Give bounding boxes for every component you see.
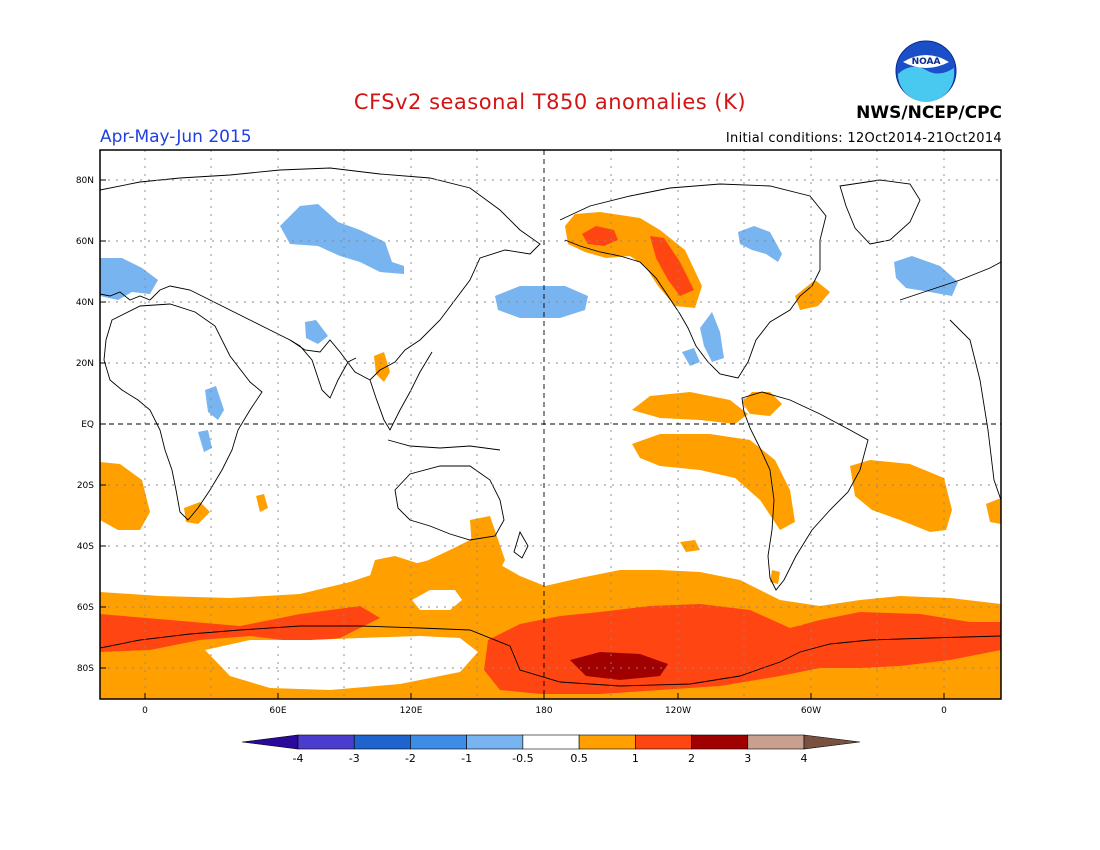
warm-anomaly-patagonia <box>792 604 812 626</box>
colorbar-label: 2 <box>688 752 695 765</box>
map-title: CFSv2 seasonal T850 anomalies (K) <box>353 90 747 114</box>
axis-ticks <box>100 179 945 699</box>
colorbar-label: 1 <box>632 752 639 765</box>
coast-india <box>289 339 357 399</box>
coast-australia <box>394 465 505 541</box>
colorbar-label: 4 <box>801 752 808 765</box>
lat-label: 60N <box>76 237 94 247</box>
lat-label: 80S <box>77 664 94 674</box>
cold-anomaly-hudson-bay <box>738 226 782 262</box>
warm-anomaly-south-atlantic-band <box>368 550 470 582</box>
colorbar-swatch <box>747 734 805 750</box>
colorbar-label: -1 <box>461 752 472 765</box>
warm-anomaly-indochina <box>374 352 390 382</box>
neutral-area-south-indian <box>412 590 462 610</box>
warm-anomaly-strong-core <box>570 652 668 680</box>
colorbar-swatch <box>635 734 692 750</box>
season-label: Apr-May-Jun 2015 <box>100 127 252 147</box>
coast-southeast-asia <box>369 351 433 431</box>
lon-label: 180 <box>535 706 552 716</box>
warm-anomaly-south-pacific-southpole <box>470 516 505 580</box>
cold-anomaly-southeast-africa <box>198 430 212 452</box>
warm-anomaly-south-africa <box>184 502 210 524</box>
noaa-logo: NOAA <box>895 40 957 102</box>
lat-label: 40S <box>77 542 94 552</box>
lat-lon-grid <box>100 150 1001 699</box>
coast-europe-asia <box>100 167 541 381</box>
colorbar-arrow-high <box>803 734 861 750</box>
warm-anomaly-south-america-tip <box>770 570 780 584</box>
lat-label: 80N <box>76 176 94 186</box>
coast-new-zealand <box>513 530 529 559</box>
coast-north-america <box>559 183 827 379</box>
colorbar-swatch <box>691 734 749 750</box>
colorbar-label: -4 <box>293 752 304 765</box>
coast-indonesia <box>387 439 501 451</box>
warm-anomaly-caribbean <box>742 392 782 416</box>
warm-anomaly-canada-core <box>650 236 694 296</box>
warm-anomaly-south-pacific-patch <box>680 540 700 552</box>
warm-anomaly-eastern-pacific <box>632 434 795 530</box>
lon-label: 0 <box>142 706 148 716</box>
latitude-labels: 80N 60N 40N 20N EQ 20S 40S 60S 80S <box>76 176 94 674</box>
coast-africa <box>103 303 263 521</box>
cold-anomaly-baja <box>682 348 700 366</box>
lon-label: 60E <box>269 706 286 716</box>
warm-anomaly-madagascar <box>256 494 268 512</box>
colorbar-swatch <box>410 734 467 750</box>
coastlines <box>100 167 1001 687</box>
logo-text: NOAA <box>912 57 941 67</box>
warm-anomaly-south-atlantic <box>850 460 952 532</box>
cold-anomaly-east-africa <box>205 386 224 420</box>
coast-greenland <box>839 179 921 245</box>
colorbar-swatch <box>297 734 355 750</box>
initial-conditions-label: Initial conditions: 12Oct2014-21Oct2014 <box>725 131 1002 146</box>
cold-anomaly-central-asia <box>305 320 328 344</box>
colorbar: -4 -3 -2 -1 -0.5 0.5 1 2 3 4 <box>241 734 861 765</box>
reference-lines <box>100 150 1001 699</box>
cold-anomaly-europe <box>100 258 158 300</box>
warm-anomaly-right-edge <box>986 498 1001 524</box>
neutral-area-east-antarctica <box>205 636 478 690</box>
coast-south-america <box>741 391 869 591</box>
lat-label: 40N <box>76 298 94 308</box>
lat-label: 60S <box>77 603 94 613</box>
lon-label: 120W <box>665 706 691 716</box>
colorbar-arrow-low <box>241 734 299 750</box>
colorbar-swatch <box>578 734 636 750</box>
warm-anomaly-north-atlantic <box>795 280 830 310</box>
colorbar-label: -2 <box>405 752 416 765</box>
warm-anomaly-tropical-pacific <box>632 392 748 424</box>
colorbar-label: 0.5 <box>570 752 588 765</box>
agency-label: NWS/NCEP/CPC <box>856 103 1002 123</box>
colorbar-swatch <box>522 734 580 750</box>
warm-anomaly-alaska-core <box>582 226 618 246</box>
coast-antarctica <box>100 625 1001 687</box>
lon-label: 120E <box>400 706 423 716</box>
coast-europe-right <box>899 261 1001 301</box>
cold-anomaly-western-us <box>700 312 724 362</box>
colorbar-label: -3 <box>349 752 360 765</box>
colorbar-swatch <box>353 734 411 750</box>
lat-label: 20S <box>77 481 94 491</box>
lat-label: EQ <box>81 420 94 430</box>
colorbar-swatch <box>466 734 524 750</box>
longitude-labels: 0 60E 120E 180 120W 60W 0 <box>142 706 947 716</box>
colorbar-label: -0.5 <box>512 752 533 765</box>
lat-label: 20N <box>76 359 94 369</box>
colorbar-label: 3 <box>744 752 751 765</box>
lon-label: 0 <box>941 706 947 716</box>
map-field <box>100 150 1001 699</box>
coast-africa-right <box>949 319 1001 501</box>
cold-anomaly-siberia <box>280 204 404 274</box>
warm-anomaly-south-indian-west <box>100 462 150 530</box>
lon-label: 60W <box>801 706 821 716</box>
